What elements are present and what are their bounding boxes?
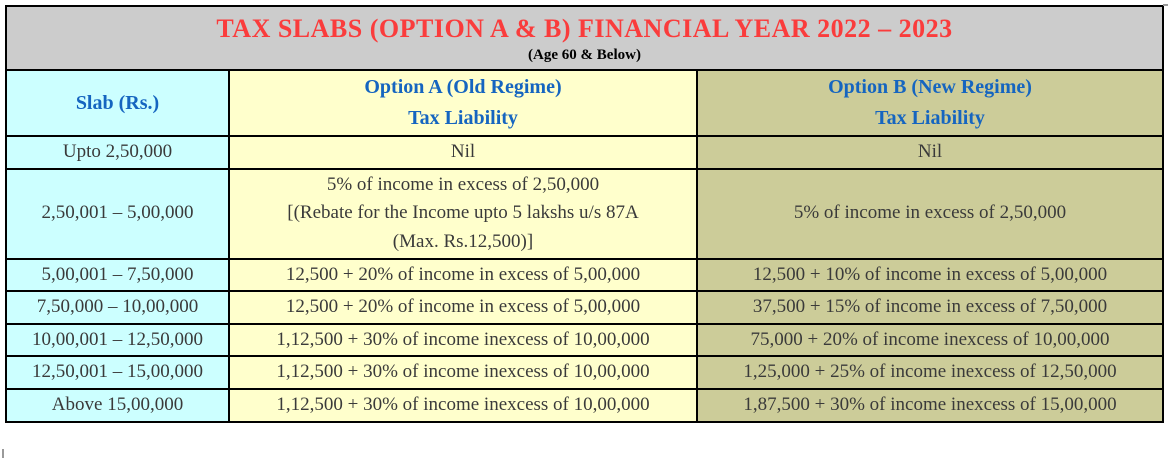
option-b-cell: 1,25,000 + 25% of income inexcess of 12,… (696, 355, 1164, 390)
option-b-cell: 12,500 + 10% of income in excess of 5,00… (696, 257, 1164, 292)
table-row-1000001-1250000: 10,00,001 – 12,50,000 1,12,500 + 30% of … (5, 322, 1164, 357)
option-a-cell: 5% of income in excess of 2,50,000 [(Reb… (228, 167, 698, 260)
column-header-slab: Slab (Rs.) (5, 69, 230, 137)
option-a-header-line1: Option A (Old Regime) (364, 76, 562, 98)
table-row-above-1500000: Above 15,00,000 1,12,500 + 30% of income… (5, 387, 1164, 423)
slab-cell: 7,50,000 – 10,00,000 (5, 290, 230, 325)
option-b-cell: 1,87,500 + 30% of income inexcess of 15,… (696, 387, 1164, 423)
adjacent-table-edge-fragment-bottom (2, 449, 4, 458)
slab-cell: Upto 2,50,000 (5, 135, 230, 170)
title-row: TAX SLABS (OPTION A & B) FINANCIAL YEAR … (5, 5, 1164, 71)
option-a-cell: 12,500 + 20% of income in excess of 5,00… (228, 290, 698, 325)
slab-cell: Above 15,00,000 (5, 387, 230, 423)
tax-slabs-table: TAX SLABS (OPTION A & B) FINANCIAL YEAR … (5, 5, 1164, 423)
option-a-cell: 1,12,500 + 30% of income inexcess of 10,… (228, 322, 698, 357)
header-row: Slab (Rs.) Option A (Old Regime) Tax Lia… (5, 69, 1164, 137)
table-title: TAX SLABS (OPTION A & B) FINANCIAL YEAR … (216, 14, 953, 44)
slab-cell: 10,00,001 – 12,50,000 (5, 322, 230, 357)
option-a-cell: 12,500 + 20% of income in excess of 5,00… (228, 257, 698, 292)
adjacent-table-edge-fragment-top (1163, 4, 1168, 6)
slab-cell: 5,00,001 – 7,50,000 (5, 257, 230, 292)
column-header-option-a: Option A (Old Regime) Tax Liability (228, 69, 698, 137)
option-a-cell: 1,12,500 + 30% of income inexcess of 10,… (228, 387, 698, 423)
option-b-cell: 37,500 + 15% of income in excess of 7,50… (696, 290, 1164, 325)
option-b-cell: 75,000 + 20% of income inexcess of 10,00… (696, 322, 1164, 357)
table-title-cell: TAX SLABS (OPTION A & B) FINANCIAL YEAR … (5, 5, 1164, 71)
option-a-cell: 1,12,500 + 30% of income inexcess of 10,… (228, 355, 698, 390)
option-b-cell: Nil (696, 135, 1164, 170)
option-b-header-line2: Tax Liability (875, 107, 985, 129)
slab-cell: 12,50,001 – 15,00,000 (5, 355, 230, 390)
option-a-header-line2: Tax Liability (408, 107, 518, 129)
option-b-header-line1: Option B (New Regime) (828, 76, 1032, 98)
table-row-1250001-1500000: 12,50,001 – 15,00,000 1,12,500 + 30% of … (5, 355, 1164, 390)
table-row-750000-1000000: 7,50,000 – 10,00,000 12,500 + 20% of inc… (5, 290, 1164, 325)
option-b-cell: 5% of income in excess of 2,50,000 (696, 167, 1164, 260)
table-row-upto-250000: Upto 2,50,000 Nil Nil (5, 135, 1164, 170)
column-header-option-b: Option B (New Regime) Tax Liability (696, 69, 1164, 137)
slab-cell: 2,50,001 – 5,00,000 (5, 167, 230, 260)
table-row-500001-750000: 5,00,001 – 7,50,000 12,500 + 20% of inco… (5, 257, 1164, 292)
table-subtitle: (Age 60 & Below) (528, 47, 641, 64)
option-a-cell: Nil (228, 135, 698, 170)
table-row-250001-500000: 2,50,001 – 5,00,000 5% of income in exce… (5, 167, 1164, 260)
